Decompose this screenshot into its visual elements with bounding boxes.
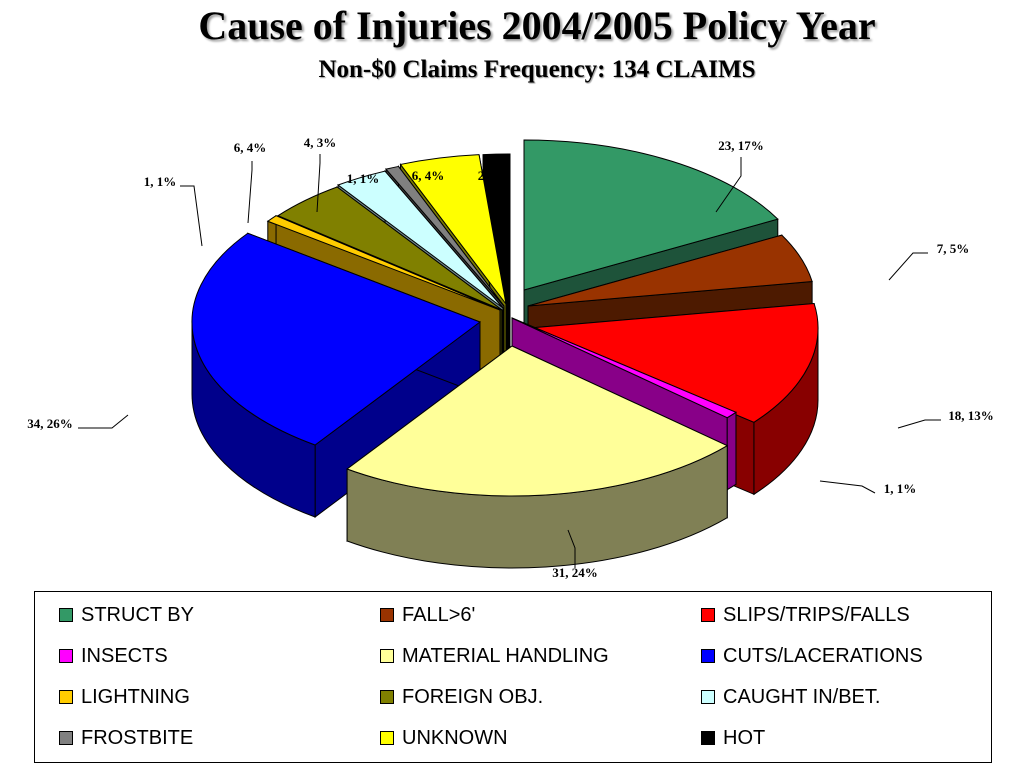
legend-swatch <box>701 731 715 745</box>
leader-line <box>897 419 941 429</box>
legend-item-foreign-obj: FOREIGN OBJ. <box>380 686 543 708</box>
slice-top <box>399 154 507 305</box>
leader-line <box>888 252 928 281</box>
data-label-caught-in-bet: 4, 3% <box>304 135 337 150</box>
legend-swatch <box>59 649 73 663</box>
legend-item-unknown: UNKNOWN <box>380 727 508 749</box>
legend-swatch <box>701 649 715 663</box>
chart-subtitle: Non-$0 Claims Frequency: 134 CLAIMS <box>318 56 756 83</box>
legend-label: CAUGHT IN/BET. <box>723 685 881 708</box>
leader-line <box>715 157 742 213</box>
data-label-insects: 1, 1% <box>884 481 917 496</box>
legend-swatch <box>380 649 394 663</box>
legend-item-cuts-lacerations: CUTS/LACERATIONS <box>701 645 923 667</box>
slice-top <box>385 165 505 307</box>
slice-top <box>511 317 738 419</box>
data-label-frostbite: 1, 1% <box>347 171 380 186</box>
data-label-slips-trips-falls: 18, 13% <box>948 408 994 423</box>
data-label-lightning: 1, 1% <box>144 174 177 189</box>
chart-legend: STRUCT BY FALL>6' SLIPS/TRIPS/FALLS INSECTS… <box>34 591 992 763</box>
legend-swatch <box>59 690 73 704</box>
pie-chart: 23, 17% 7, 5% 18, 13% 1, 1% 31, 24% 34, 26% 1,… <box>27 135 994 580</box>
leader-lines-layer <box>78 154 941 568</box>
legend-swatch <box>380 690 394 704</box>
legend-label: CUTS/LACERATIONS <box>723 644 923 667</box>
leader-line <box>78 414 129 429</box>
data-label-material-handling: 31, 24% <box>552 565 598 580</box>
data-label-unknown: 6, 4% <box>412 168 445 183</box>
legend-item-struct-by: STRUCT BY <box>59 604 194 626</box>
legend-swatch <box>380 731 394 745</box>
leader-line <box>316 154 321 213</box>
leader-line <box>819 480 876 494</box>
legend-label: HOT <box>723 726 766 749</box>
slice-top <box>191 232 482 446</box>
legend-item-lightning: LIGHTNING <box>59 686 190 708</box>
slice-top <box>523 139 779 291</box>
slice-top <box>276 186 503 311</box>
legend-label: LIGHTNING <box>81 685 190 708</box>
leader-line <box>247 161 253 224</box>
slice-material-handling <box>346 345 729 569</box>
leader-line <box>180 185 203 247</box>
legend-item-material-handling: MATERIAL HANDLING <box>380 645 609 667</box>
legend-label: SLIPS/TRIPS/FALLS <box>723 603 910 626</box>
legend-label: STRUCT BY <box>81 603 194 626</box>
data-label-hot: 2, 1% <box>478 168 511 183</box>
chart-title: Cause of Injuries 2004/2005 Policy Year <box>198 3 876 48</box>
data-label-cuts-lacerations: 34, 26% <box>27 416 73 431</box>
legend-item-insects: INSECTS <box>59 645 168 667</box>
data-labels-layer: 23, 17% 7, 5% 18, 13% 1, 1% 31, 24% 34, 26% 1,… <box>27 135 994 580</box>
legend-swatch <box>59 731 73 745</box>
slice-top <box>527 234 813 307</box>
legend-swatch <box>380 608 394 622</box>
slice-top <box>266 215 501 311</box>
legend-item-slips-trips-falls: SLIPS/TRIPS/FALLS <box>701 604 910 626</box>
legend-item-hot: HOT <box>701 727 765 749</box>
slices-layer <box>191 139 819 569</box>
slice-outer-wall <box>726 411 737 491</box>
legend-swatch <box>701 690 715 704</box>
data-label-struct-by: 23, 17% <box>718 138 764 153</box>
slice-top <box>529 302 819 423</box>
legend-label: FOREIGN OBJ. <box>402 685 544 708</box>
legend-item-caught-in-bet: CAUGHT IN/BET. <box>701 686 880 708</box>
legend-item-fall-6: FALL>6' <box>380 604 475 626</box>
data-label-foreign-obj: 6, 4% <box>234 140 267 155</box>
legend-swatch <box>701 608 715 622</box>
legend-label: INSECTS <box>81 644 168 667</box>
legend-swatch <box>59 608 73 622</box>
slice-top <box>346 345 729 497</box>
legend-label: UNKNOWN <box>402 726 508 749</box>
legend-label: MATERIAL HANDLING <box>402 644 609 667</box>
leader-line <box>567 529 576 568</box>
data-label-fall-6: 7, 5% <box>937 241 970 256</box>
legend-label: FALL>6' <box>402 603 476 626</box>
slice-top <box>482 153 511 305</box>
slice-top <box>337 170 504 309</box>
legend-label: FROSTBITE <box>81 726 194 749</box>
legend-item-frostbite: FROSTBITE <box>59 727 193 749</box>
